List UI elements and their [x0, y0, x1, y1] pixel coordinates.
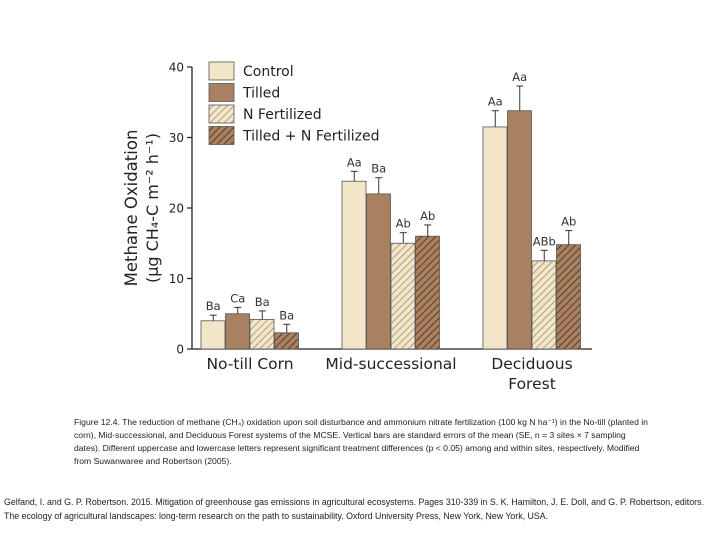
y-axis-label-line1: Methane Oxidation [122, 130, 141, 287]
legend-swatch [208, 104, 235, 124]
bar [200, 320, 226, 350]
bar [507, 110, 532, 350]
legend-swatch [208, 61, 235, 81]
bar [366, 193, 391, 350]
bar [225, 313, 250, 350]
significance-label: Ba [206, 299, 221, 313]
significance-label: Ba [279, 308, 294, 322]
significance-label: Ab [561, 215, 576, 229]
significance-label: Ba [371, 162, 386, 176]
methane-oxidation-chart: Methane Oxidation (μg CH₄-C m⁻² h⁻¹) 0 10… [122, 61, 592, 393]
x-category-label: Forest [508, 375, 556, 393]
y-axis-label-line2: (μg CH₄-C m⁻² h⁻¹) [143, 133, 162, 283]
legend-label: N Fertilized [243, 107, 322, 123]
bar [249, 318, 275, 350]
legend-swatch [208, 83, 235, 102]
bar [556, 244, 581, 350]
figure-caption: Figure 12.4. The reduction of methane (C… [74, 417, 648, 466]
bar [415, 235, 440, 350]
significance-label: Ba [255, 295, 270, 309]
significance-label: Aa [347, 155, 362, 169]
y-tick-label: 40 [169, 61, 184, 75]
bars: Ba Aa Aa Ca Ba Aa Ba Ab ABb Ba Ab Ab [200, 70, 581, 350]
legend-label: Tilled [242, 86, 280, 102]
y-axis-label: Methane Oxidation (μg CH₄-C m⁻² h⁻¹) [122, 130, 162, 287]
bar [531, 260, 557, 350]
significance-label: Ab [396, 217, 411, 231]
significance-label: ABb [533, 234, 556, 248]
significance-label: Aa [512, 70, 527, 84]
significance-label: Ca [230, 291, 245, 305]
y-tick-label: 20 [169, 202, 184, 216]
x-category-label: No-till Corn [206, 355, 293, 373]
bar [390, 242, 416, 350]
y-tick-label: 10 [169, 272, 184, 286]
bar [274, 332, 299, 350]
significance-label: Ab [420, 209, 435, 223]
x-category-label: Deciduous [491, 355, 572, 373]
y-tick-label: 0 [176, 343, 184, 357]
legend-swatch [208, 126, 235, 145]
y-tick-label: 30 [169, 131, 184, 145]
legend-label: Control [243, 64, 294, 80]
bar [482, 126, 508, 350]
legend: Control Tilled N Fertilized Tilled + N Fert… [208, 61, 380, 145]
x-category-label: Mid-successional [325, 355, 456, 373]
legend-label: Tilled + N Fertilized [242, 129, 380, 145]
x-axis-labels: No-till Corn Mid-successional Deciduous For… [206, 355, 572, 393]
citation: Gelfand, I. and G. P. Robertson. 2015. M… [4, 497, 704, 521]
bar [341, 180, 367, 350]
significance-label: Aa [488, 95, 503, 109]
